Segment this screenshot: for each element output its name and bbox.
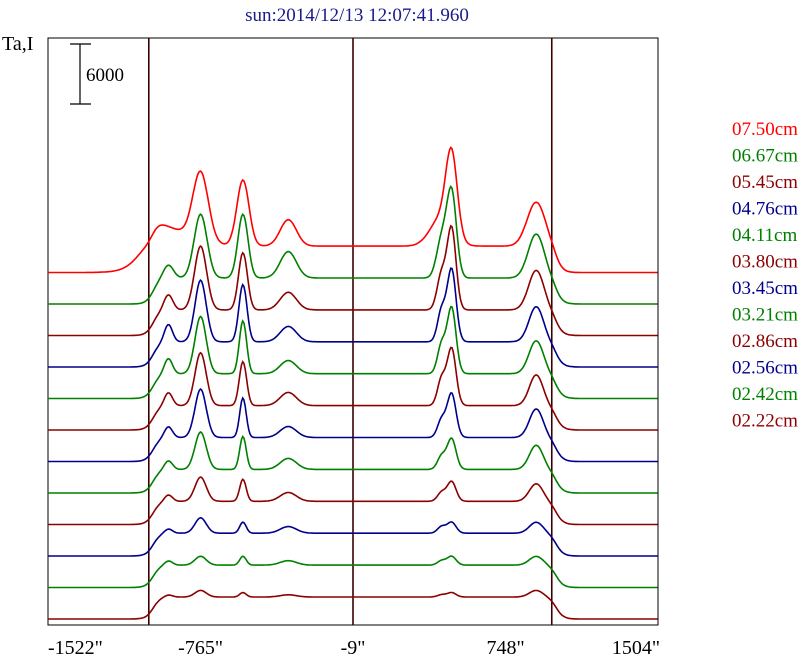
legend-entry-02.56cm: 02.56cm xyxy=(732,358,798,379)
series-line-03.21cm xyxy=(48,431,658,494)
legend-entry-03.45cm: 03.45cm xyxy=(732,278,798,299)
series-line-02.42cm xyxy=(48,555,658,589)
x-tick-label-2: -9" xyxy=(341,637,366,659)
series-line-06.67cm xyxy=(48,184,658,305)
legend-entry-03.80cm: 03.80cm xyxy=(732,252,798,273)
series-line-02.86cm xyxy=(48,476,658,526)
legend-entry-07.50cm: 07.50cm xyxy=(732,119,798,140)
x-tick-label-0: -1522" xyxy=(48,637,103,659)
series-line-02.22cm xyxy=(48,589,658,620)
scale-bar: 6000 xyxy=(70,43,124,105)
legend-entry-04.76cm: 04.76cm xyxy=(732,199,798,220)
legend-entry-02.22cm: 02.22cm xyxy=(732,411,798,432)
x-tick-label-3: 748" xyxy=(487,637,525,659)
legend-entry-02.86cm: 02.86cm xyxy=(732,331,798,352)
legend: 07.50cm 06.67cm 05.45cm 04.76cm 04.11cm 03.80… xyxy=(732,119,798,432)
legend-entry-04.11cm: 04.11cm xyxy=(732,225,797,246)
series-lines xyxy=(48,146,658,620)
series-line-02.56cm xyxy=(48,516,658,557)
series-line-04.76cm xyxy=(48,267,658,368)
legend-entry-06.67cm: 06.67cm xyxy=(732,146,798,167)
x-tick-label-4: 1504" xyxy=(612,637,660,659)
x-tick-labels: -1522" -765" -9" 748" 1504" xyxy=(48,637,660,659)
series-line-04.11cm xyxy=(48,305,658,400)
legend-entry-05.45cm: 05.45cm xyxy=(732,172,798,193)
series-line-03.45cm xyxy=(48,388,658,463)
scale-bar-label: 6000 xyxy=(86,65,124,86)
chart-title: sun:2014/12/13 12:07:41.960 xyxy=(245,5,469,26)
x-tick-label-1: -765" xyxy=(178,637,223,659)
series-line-05.45cm xyxy=(48,224,658,337)
legend-entry-02.42cm: 02.42cm xyxy=(732,384,798,405)
y-axis-label: Ta,I xyxy=(2,33,33,55)
legend-entry-03.21cm: 03.21cm xyxy=(732,305,798,326)
series-line-07.50cm xyxy=(48,146,658,274)
vertical-markers xyxy=(147,38,553,625)
series-line-03.80cm xyxy=(48,346,658,431)
